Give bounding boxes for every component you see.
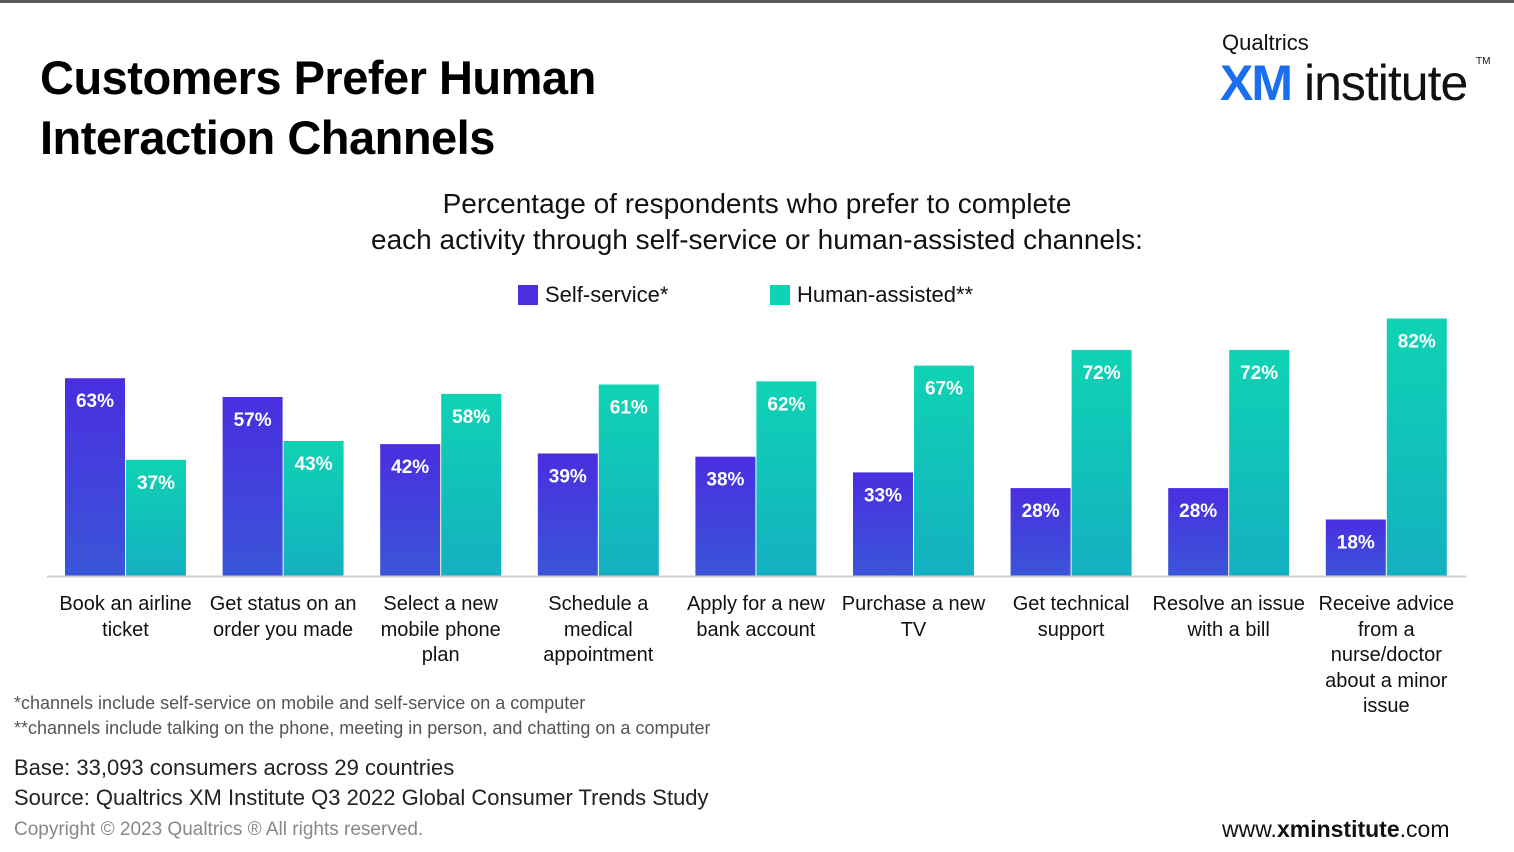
category-label-line: medical <box>563 618 633 641</box>
data-label-self-service-resolve-an-issue-with-a-bill: 28% <box>1179 501 1217 522</box>
data-label-human-assisted-select-a-new-mobile-phone-plan: 58% <box>452 407 490 428</box>
bar-human-assisted-resolve-an-issue-with-a-bill <box>1229 349 1290 576</box>
footnote-human-assisted: **channels include talking on the phone,… <box>14 718 711 738</box>
category-label-line: Get technical <box>1012 593 1130 615</box>
bar-self-service-schedule-a-medical-appointment <box>537 453 598 576</box>
base-note: Base: 33,093 consumers across 29 countri… <box>14 755 455 780</box>
data-label-self-service-get-status-on-an-order-you-made: 57% <box>234 410 272 431</box>
category-label-apply-for-a-new-bank-account: Apply for a new bank account <box>678 592 834 643</box>
category-label-line: bank account <box>696 618 816 641</box>
subtitle-line-2: each activity through self-service or hu… <box>371 224 1143 255</box>
logo-xm: XM <box>1220 55 1293 111</box>
top-border-line <box>0 0 1514 3</box>
category-label-line: nurse/doctor <box>1330 644 1442 666</box>
category-label-line: TV <box>900 618 927 641</box>
copyright-notice: Copyright © 2023 Qualtrics ® All rights … <box>14 819 424 840</box>
bar-self-service-get-technical-support <box>1010 488 1071 576</box>
source-note: Source: Qualtrics XM Institute Q3 2022 G… <box>14 785 709 810</box>
footnote-self-service: *channels include self-service on mobile… <box>14 693 586 713</box>
data-label-human-assisted-apply-for-a-new-bank-account: 62% <box>767 394 805 415</box>
legend-item-human-assisted: Human-assisted** <box>770 282 973 308</box>
data-label-self-service-schedule-a-medical-appointment: 39% <box>549 467 587 488</box>
category-label-line: with a bill <box>1187 618 1270 641</box>
category-label-line: Resolve an issue <box>1152 593 1305 615</box>
category-label-line: Select a new <box>383 593 498 615</box>
category-label-select-a-new-mobile-phone-plan: Select a new mobile phone plan <box>363 592 519 669</box>
data-label-human-assisted-receive-advice-from-a-nurse-doctor-about-a-minor-issue: 82% <box>1398 332 1436 353</box>
bar-self-service-select-a-new-mobile-phone-plan <box>380 444 441 576</box>
category-label-line: Apply for a new <box>686 593 825 615</box>
category-label-get-status-on-an-order-you-made: Get status on an order you made <box>205 592 361 643</box>
data-label-self-service-select-a-new-mobile-phone-plan: 42% <box>391 457 429 478</box>
title-line-1: Customers Prefer Human <box>40 51 596 104</box>
category-label-line: Book an airline <box>59 593 192 615</box>
subtitle-line-1: Percentage of respondents who prefer to … <box>442 188 1072 219</box>
page-title: Customers Prefer Human Interaction Chann… <box>40 48 800 168</box>
category-label-book-an-airline-ticket: Book an airline ticket <box>48 592 204 643</box>
bar-self-service-resolve-an-issue-with-a-bill <box>1168 488 1229 576</box>
bar-human-assisted-apply-for-a-new-bank-account <box>756 381 817 576</box>
data-label-self-service-apply-for-a-new-bank-account: 38% <box>706 470 744 491</box>
data-label-human-assisted-schedule-a-medical-appointment: 61% <box>610 398 648 419</box>
bar-human-assisted-get-technical-support <box>1071 349 1132 576</box>
category-label-line: Purchase a new <box>841 593 986 615</box>
category-label-line: plan <box>421 644 460 666</box>
legend-label-human-assisted: Human-assisted** <box>797 282 974 307</box>
data-label-self-service-purchase-a-new-tv: 33% <box>864 485 902 506</box>
bar-human-assisted-schedule-a-medical-appointment <box>598 384 659 576</box>
bar-chart: 63% 37% 57% 43% 42% 58% 39% 61% 38% 62% 33% 67% 28% 7… <box>47 318 1466 578</box>
category-label-line: issue <box>1362 695 1410 717</box>
category-label-resolve-an-issue-with-a-bill: Resolve an issue with a bill <box>1151 592 1307 643</box>
bar-self-service-apply-for-a-new-bank-account <box>695 456 756 576</box>
category-label-line: Get status on an <box>209 593 357 615</box>
data-label-human-assisted-get-technical-support: 72% <box>1083 363 1121 384</box>
logo-trademark: TM <box>1476 56 1491 67</box>
category-label-schedule-a-medical-appointment: Schedule a medical appointment <box>520 592 676 669</box>
bar-self-service-book-an-airline-ticket <box>65 378 125 576</box>
category-label-line: from a <box>1357 618 1415 641</box>
data-label-human-assisted-get-status-on-an-order-you-made: 43% <box>295 454 333 475</box>
bar-human-assisted-receive-advice-from-a-nurse-doctor-about-a-minor-issue <box>1386 318 1447 576</box>
data-label-human-assisted-resolve-an-issue-with-a-bill: 72% <box>1240 363 1278 384</box>
legend-swatch-self-service <box>518 285 538 305</box>
category-label-line: Schedule a <box>548 593 649 615</box>
category-label-line: ticket <box>102 618 149 641</box>
category-label-line: order you made <box>213 618 354 641</box>
legend-swatch-human-assisted <box>770 285 790 305</box>
bar-self-service-get-status-on-an-order-you-made <box>222 397 283 576</box>
data-label-self-service-get-technical-support: 28% <box>1022 501 1060 522</box>
title-line-2: Interaction Channels <box>40 111 495 164</box>
url-domain: xminstitute <box>1276 816 1400 842</box>
logo-institute: institute <box>1304 55 1468 111</box>
bar-self-service-purchase-a-new-tv <box>853 472 913 576</box>
category-label-line: support <box>1037 618 1105 641</box>
chart-subtitle: Percentage of respondents who prefer to … <box>0 186 1514 258</box>
url-prefix: www. <box>1222 816 1277 842</box>
bar-self-service-receive-advice-from-a-nurse-doctor-about-a-minor-issue <box>1325 519 1386 576</box>
data-label-self-service-book-an-airline-ticket: 63% <box>76 391 114 412</box>
url-suffix: .com <box>1399 816 1450 842</box>
category-label-purchase-a-new-tv: Purchase a new TV <box>836 592 992 643</box>
category-label-line: Receive advice <box>1318 593 1455 615</box>
category-label-get-technical-support: Get technical support <box>993 592 1149 643</box>
data-label-self-service-receive-advice-from-a-nurse-doctor-about-a-minor-issue: 18% <box>1337 533 1375 554</box>
legend-item-self-service: Self-service* <box>518 282 668 308</box>
category-label-line: about a minor <box>1325 669 1448 692</box>
qualtrics-xm-institute-logo: Qualtrics XM institute TM <box>1218 28 1498 111</box>
bar-human-assisted-get-status-on-an-order-you-made <box>283 441 344 576</box>
bar-human-assisted-select-a-new-mobile-phone-plan <box>441 393 502 576</box>
data-label-human-assisted-purchase-a-new-tv: 67% <box>925 379 963 400</box>
category-label-line: mobile phone <box>380 618 501 641</box>
data-label-human-assisted-book-an-airline-ticket: 37% <box>137 473 175 494</box>
chart-legend: Self-service* Human-assisted** <box>0 282 1514 308</box>
website-url: www.xminstitute.com <box>1222 816 1449 843</box>
category-label-receive-advice-from-a-nurse-doctor-about-a-minor-issue: Receive advice from a nurse/doctor about a … <box>1308 592 1464 720</box>
logo-brand: Qualtrics <box>1222 30 1309 55</box>
bar-human-assisted-purchase-a-new-tv <box>914 365 974 576</box>
category-label-line: appointment <box>543 644 654 666</box>
bar-human-assisted-book-an-airline-ticket <box>126 459 186 576</box>
legend-label-self-service: Self-service* <box>545 282 669 307</box>
